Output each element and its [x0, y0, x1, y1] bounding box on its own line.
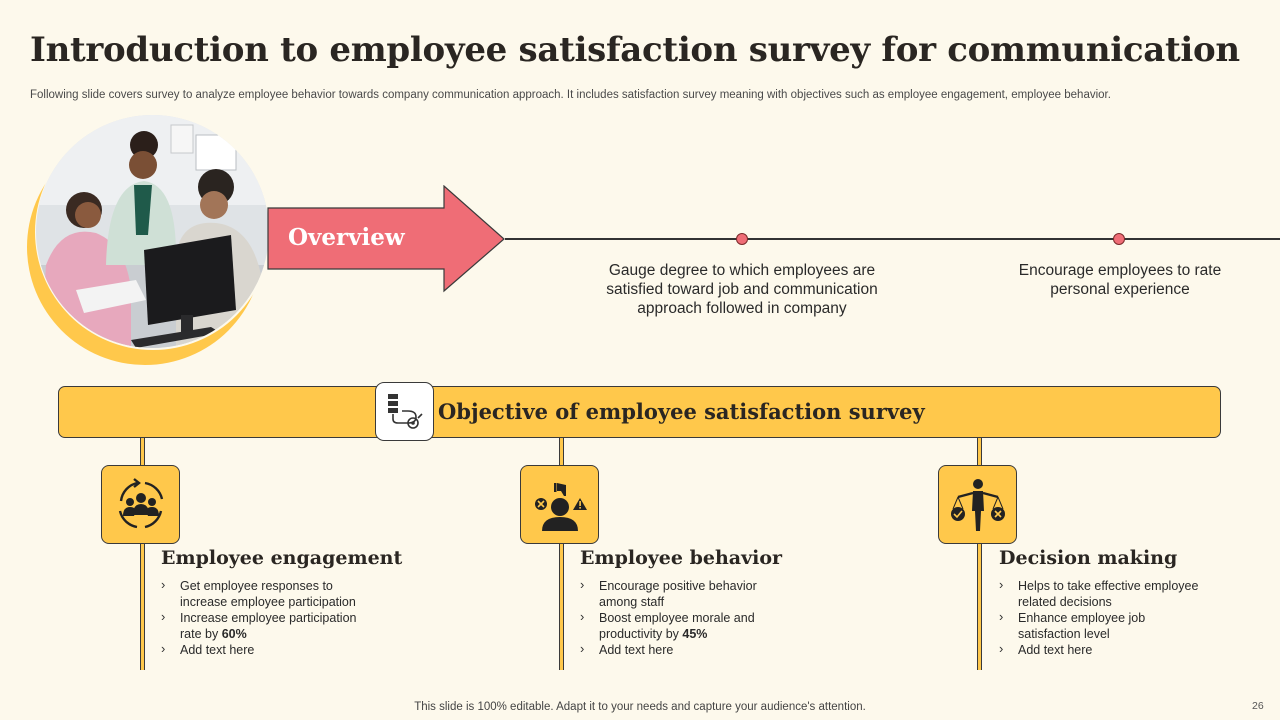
- page-number: 26: [1252, 700, 1264, 712]
- bullet-item: Helps to take effective employee related…: [999, 577, 1209, 610]
- behavior-title: Employee behavior: [580, 547, 783, 569]
- timeline-dot: [736, 233, 748, 245]
- engagement-bullets: Get employee responses to increase emplo…: [161, 577, 371, 658]
- bullet-item: Boost employee morale and productivity b…: [580, 609, 790, 642]
- slide-title: Introduction to employee satisfaction su…: [30, 30, 1240, 70]
- bullet-item: Encourage positive behavior among staff: [580, 577, 790, 610]
- team-meeting-photo: [36, 115, 269, 348]
- engagement-title: Employee engagement: [161, 547, 403, 569]
- objective-title: Objective of employee satisfaction surve…: [438, 399, 925, 424]
- bullet-item: Enhance employee job satisfaction level: [999, 609, 1209, 642]
- column-connector: [977, 438, 982, 670]
- overview-timeline: [505, 238, 1280, 240]
- survey-checklist-icon: [388, 394, 423, 429]
- slide-subtitle: Following slide covers survey to analyze…: [30, 89, 1111, 101]
- decision-balance-icon: [950, 478, 1005, 531]
- engagement-icon-box: [101, 465, 180, 544]
- bullet-item: Add text here: [999, 641, 1209, 658]
- overview-point: Gauge degree to which employees are sati…: [606, 262, 878, 317]
- behavior-icon-box: [520, 465, 599, 544]
- overview-label: Overview: [288, 224, 405, 251]
- bullet-item: Get employee responses to increase emplo…: [161, 577, 371, 610]
- column-connector: [140, 438, 145, 670]
- bullet-item: Add text here: [161, 641, 371, 658]
- bullet-item: Increase employee participation rate by …: [161, 609, 371, 642]
- decision-title: Decision making: [999, 547, 1178, 569]
- overview-arrow: [267, 185, 505, 293]
- behavior-bullets: Encourage positive behavior among staff …: [580, 577, 790, 658]
- feedback-behavior-icon: [534, 482, 587, 531]
- timeline-dot: [1113, 233, 1125, 245]
- decision-icon-box: [938, 465, 1017, 544]
- decision-bullets: Helps to take effective employee related…: [999, 577, 1209, 658]
- bullet-item: Add text here: [580, 641, 790, 658]
- objective-icon-box: [375, 382, 434, 441]
- footer-note: This slide is 100% editable. Adapt it to…: [414, 701, 866, 713]
- column-connector: [559, 438, 564, 670]
- team-cycle-icon: [118, 477, 163, 528]
- objective-banner: [58, 386, 1221, 438]
- overview-point: Encourage employees to rate personal exp…: [1018, 262, 1222, 298]
